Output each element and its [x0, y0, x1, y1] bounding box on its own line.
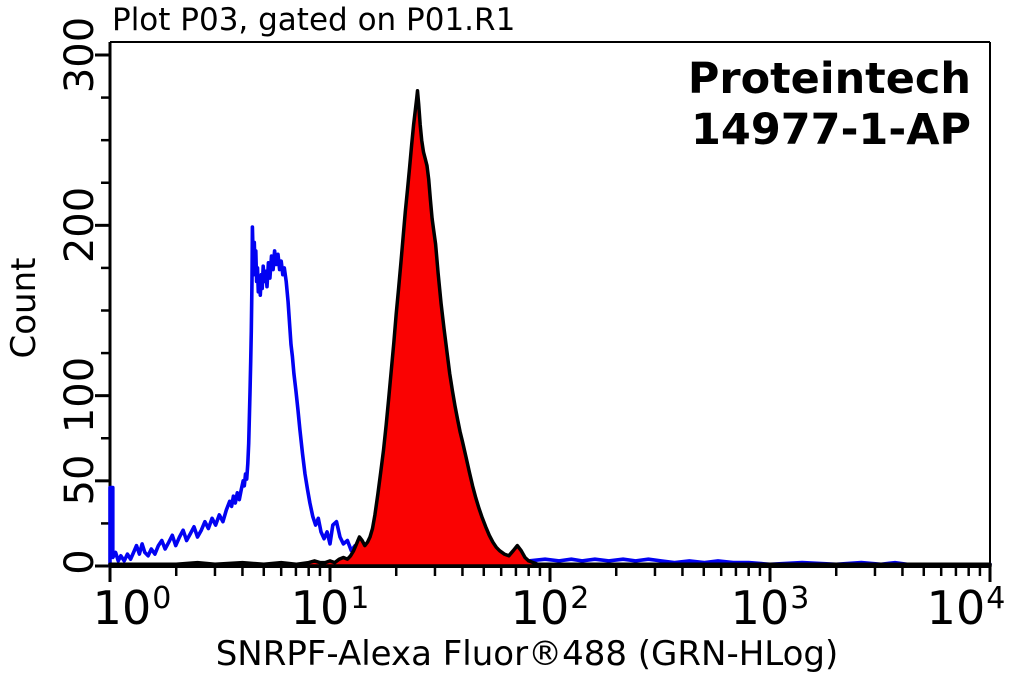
x-tick-base: 10 — [92, 581, 152, 635]
y-tick-label-100: 100 — [57, 356, 103, 434]
x-tick-exponent: 4 — [986, 581, 1006, 616]
y-tick-label-300: 300 — [57, 16, 103, 94]
x-tick-exponent: 2 — [570, 581, 590, 616]
x-tick-label-100: 102 — [511, 584, 590, 632]
x-tick-base: 10 — [290, 581, 350, 635]
x-tick-exponent: 0 — [152, 581, 172, 616]
x-tick-label-1: 100 — [93, 584, 172, 632]
watermark-brand: Proteintech — [687, 54, 971, 104]
x-tick-label-1000: 103 — [731, 584, 810, 632]
x-tick-exponent: 3 — [790, 581, 810, 616]
x-axis-title: SNRPF-Alexa Fluor®488 (GRN-HLog) — [215, 634, 839, 674]
x-tick-base: 10 — [926, 581, 986, 635]
x-tick-base: 10 — [510, 581, 570, 635]
y-axis-title: Count — [4, 257, 44, 359]
y-tick-label-200: 200 — [57, 186, 103, 264]
plot-title: Plot P03, gated on P01.R1 — [112, 2, 516, 38]
x-tick-exponent: 1 — [350, 581, 370, 616]
x-tick-label-10: 101 — [291, 584, 370, 632]
watermark-block: Proteintech 14977-1-AP — [688, 54, 971, 155]
x-tick-base: 10 — [730, 581, 790, 635]
y-tick-label-0: 0 — [57, 549, 103, 575]
watermark-catalog-number: 14977-1-AP — [690, 104, 971, 155]
x-tick-label-10000: 104 — [927, 584, 1006, 632]
red-filled-histogram-curve — [108, 89, 992, 568]
y-tick-label-50: 50 — [57, 454, 103, 506]
blue-control-histogram-curve — [108, 225, 992, 568]
